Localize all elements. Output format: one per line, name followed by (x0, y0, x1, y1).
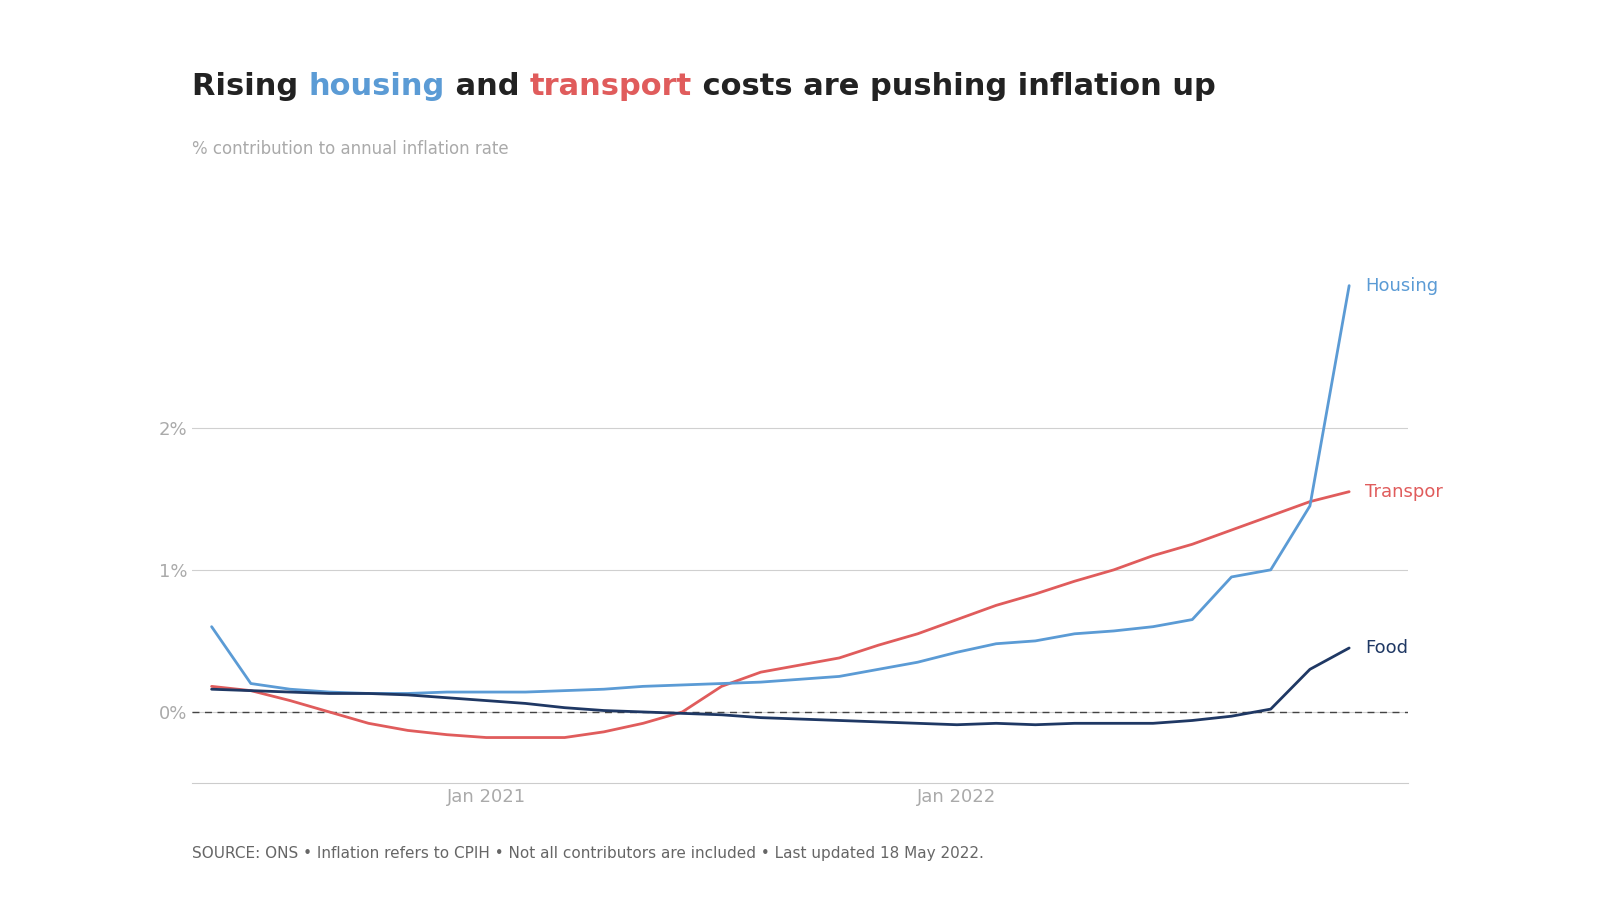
Text: costs are pushing inflation up: costs are pushing inflation up (693, 72, 1216, 101)
Text: SOURCE: ONS • Inflation refers to CPIH • Not all contributors are included • Las: SOURCE: ONS • Inflation refers to CPIH •… (192, 846, 984, 861)
Text: housing: housing (309, 72, 445, 101)
Text: Transpor: Transpor (1365, 482, 1443, 500)
Text: Housing: Housing (1365, 276, 1438, 294)
Text: % contribution to annual inflation rate: % contribution to annual inflation rate (192, 140, 509, 158)
Text: Food: Food (1365, 639, 1408, 657)
Text: and: and (445, 72, 530, 101)
Text: Rising: Rising (192, 72, 309, 101)
Text: transport: transport (530, 72, 693, 101)
